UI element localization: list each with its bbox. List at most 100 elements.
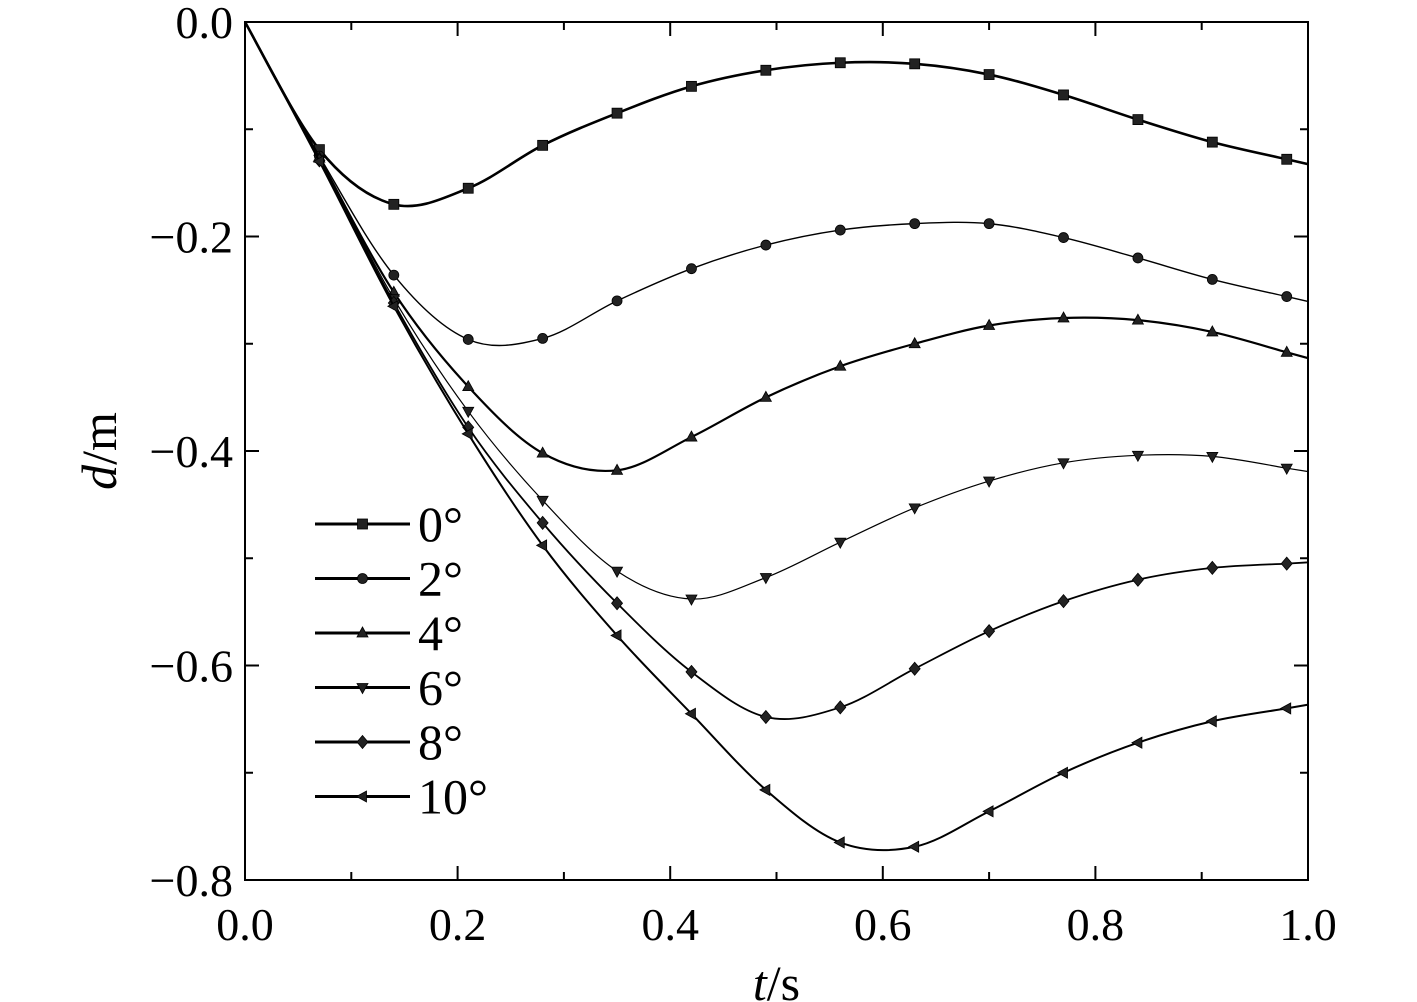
series-line bbox=[244, 21, 1309, 600]
series-4 bbox=[244, 21, 1309, 725]
axis-ticks bbox=[244, 21, 1309, 881]
legend-item: 6° bbox=[315, 660, 463, 716]
data-point bbox=[1205, 715, 1217, 728]
data-point bbox=[386, 300, 399, 313]
data-point bbox=[1057, 594, 1070, 609]
series-line bbox=[244, 21, 1309, 852]
data-point bbox=[909, 218, 921, 230]
legend-label: 10° bbox=[418, 769, 488, 825]
data-point bbox=[834, 700, 847, 715]
data-point bbox=[760, 64, 772, 76]
y-tick-label: −0.6 bbox=[150, 641, 233, 692]
x-tick-label: 0.4 bbox=[641, 899, 699, 950]
data-point bbox=[1206, 451, 1219, 464]
data-point bbox=[684, 707, 696, 720]
y-axis-label-unit: /m bbox=[71, 412, 127, 465]
data-point bbox=[1131, 450, 1145, 463]
data-point bbox=[834, 537, 847, 549]
data-point bbox=[1131, 736, 1143, 749]
data-point bbox=[1281, 291, 1293, 302]
y-tick-label: −0.2 bbox=[150, 212, 233, 263]
legend-item: 4° bbox=[315, 605, 463, 661]
y-tick-label: −0.4 bbox=[150, 426, 233, 477]
data-point bbox=[686, 80, 697, 92]
legend-label: 4° bbox=[418, 605, 463, 661]
y-axis-label: d/m bbox=[71, 412, 127, 490]
data-point bbox=[1058, 89, 1069, 101]
x-axis-label-var: t bbox=[753, 955, 768, 1002]
data-point bbox=[535, 539, 548, 552]
legend-label: 2° bbox=[418, 551, 463, 607]
legend-label: 8° bbox=[418, 714, 463, 770]
plot-frame bbox=[244, 21, 1309, 881]
data-point bbox=[983, 218, 995, 230]
data-point bbox=[536, 446, 549, 458]
data-point bbox=[611, 596, 624, 611]
y-tick-label: 0.0 bbox=[176, 0, 234, 48]
data-point bbox=[1056, 766, 1068, 779]
data-point bbox=[1206, 273, 1218, 285]
data-point bbox=[1057, 458, 1070, 470]
data-point bbox=[536, 495, 549, 508]
data-point bbox=[462, 334, 474, 345]
legend-item: 2° bbox=[315, 551, 463, 607]
data-point bbox=[537, 332, 549, 344]
data-point bbox=[1280, 345, 1293, 357]
data-point bbox=[1131, 572, 1144, 587]
legend-label: 0° bbox=[418, 496, 463, 552]
data-point bbox=[759, 709, 772, 725]
data-point bbox=[536, 515, 549, 530]
data-point bbox=[461, 427, 473, 441]
series-2 bbox=[244, 21, 1309, 475]
data-point bbox=[1058, 232, 1069, 243]
data-point bbox=[685, 664, 698, 680]
x-tick-label: 0.0 bbox=[216, 899, 274, 950]
series-line bbox=[243, 21, 1309, 208]
data-point bbox=[388, 269, 400, 281]
data-point bbox=[537, 139, 549, 151]
data-point bbox=[908, 336, 921, 349]
x-tick-label: 0.6 bbox=[854, 899, 912, 950]
legend: 0°2°4°6°8°10° bbox=[315, 496, 488, 825]
legend-marker bbox=[355, 790, 367, 803]
data-point bbox=[834, 224, 846, 236]
legend-marker bbox=[356, 734, 369, 750]
x-axis-label: t/s bbox=[753, 955, 800, 1002]
x-tick-label: 0.2 bbox=[429, 899, 487, 950]
data-point bbox=[983, 624, 996, 639]
data-point bbox=[982, 318, 996, 330]
data-point bbox=[760, 239, 772, 251]
series-0 bbox=[243, 21, 1309, 210]
series-line bbox=[244, 21, 1309, 720]
series-group bbox=[243, 21, 1309, 853]
data-point bbox=[909, 58, 921, 70]
data-point bbox=[1206, 325, 1219, 337]
x-tick-label: 1.0 bbox=[1279, 899, 1337, 950]
data-point bbox=[685, 430, 698, 442]
data-point bbox=[462, 379, 475, 392]
data-point bbox=[759, 390, 773, 402]
data-point bbox=[1206, 560, 1219, 576]
x-axis-label-unit: /s bbox=[767, 955, 800, 1002]
data-point bbox=[611, 295, 623, 307]
data-point bbox=[834, 359, 847, 371]
data-point bbox=[312, 155, 324, 168]
data-point bbox=[1281, 153, 1293, 165]
data-point bbox=[462, 182, 474, 194]
data-point bbox=[610, 463, 624, 475]
data-point bbox=[388, 198, 400, 210]
legend-marker bbox=[356, 626, 369, 638]
data-point bbox=[611, 107, 623, 119]
data-point bbox=[834, 57, 846, 69]
data-point bbox=[686, 263, 697, 275]
data-point bbox=[833, 836, 845, 849]
series-5 bbox=[244, 21, 1309, 853]
data-point bbox=[759, 783, 771, 797]
data-point bbox=[1057, 311, 1070, 323]
series-line bbox=[244, 21, 1309, 347]
data-point bbox=[982, 476, 996, 488]
data-point bbox=[759, 573, 773, 585]
data-point bbox=[1206, 136, 1218, 148]
data-point bbox=[1132, 252, 1144, 264]
